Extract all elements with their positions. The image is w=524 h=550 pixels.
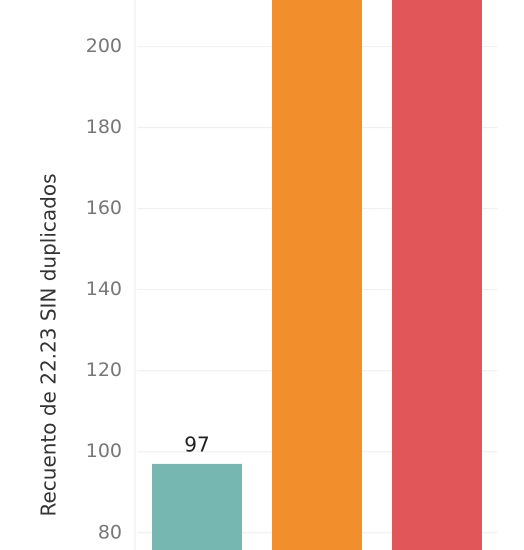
data-label: 97 <box>184 432 209 456</box>
bar <box>392 0 482 550</box>
bar <box>152 463 242 550</box>
y-tick-label: 200 <box>86 35 122 57</box>
bar <box>272 0 362 550</box>
y-tick-label: 120 <box>86 359 122 381</box>
y-tick-label: 160 <box>86 197 122 219</box>
y-tick-label: 100 <box>86 440 122 462</box>
y-tick-label: 180 <box>86 116 122 138</box>
y-axis-label: Recuento de 22.23 SIN duplicados <box>37 173 61 516</box>
y-tick-label: 140 <box>86 278 122 300</box>
y-tick-label: 80 <box>98 521 122 543</box>
